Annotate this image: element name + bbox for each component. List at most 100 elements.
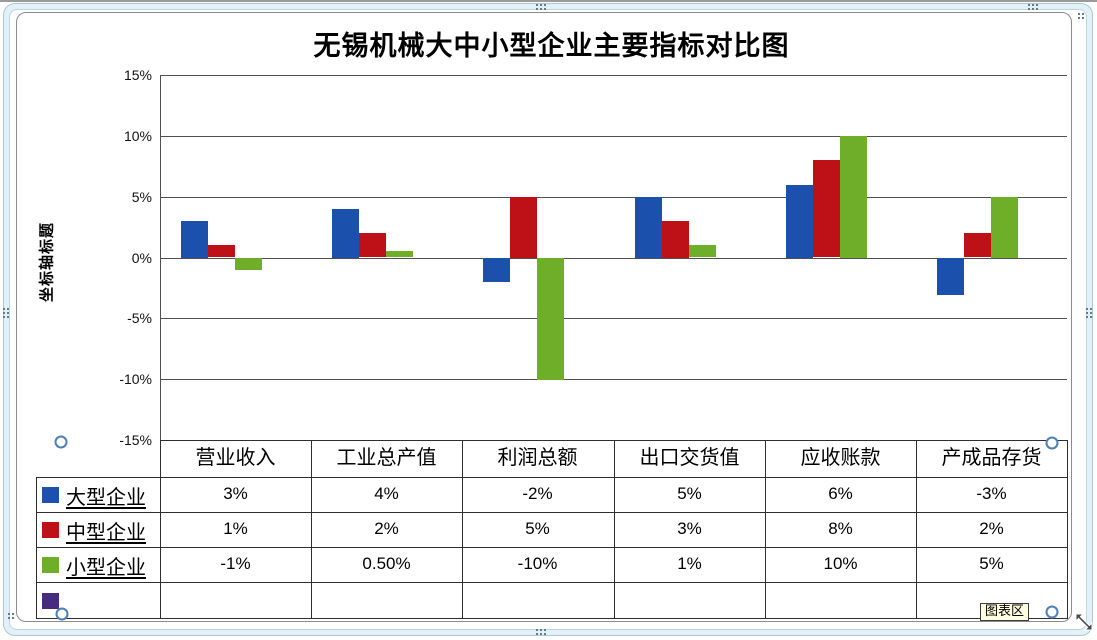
bar-中型企业-工业总产值[interactable] — [359, 233, 386, 257]
table-line — [462, 440, 463, 618]
table-line — [36, 618, 1068, 619]
legend-swatch[interactable] — [42, 522, 59, 538]
legend-swatch[interactable] — [42, 487, 59, 503]
bar-小型企业-应收账款[interactable] — [840, 136, 867, 258]
gridline — [160, 318, 1067, 319]
table-value-cell[interactable]: -10% — [517, 554, 558, 573]
resize-grip-left-middle[interactable] — [3, 308, 13, 318]
bar-中型企业-应收账款[interactable] — [813, 160, 840, 257]
selection-handle-bottom-right[interactable] — [1045, 605, 1059, 619]
table-value-cell[interactable]: 0.50% — [362, 554, 411, 573]
resize-grip-top-right[interactable] — [1028, 4, 1038, 14]
gridline — [160, 136, 1067, 137]
y-tick-label: 0% — [131, 250, 152, 266]
bar-大型企业-应收账款[interactable] — [786, 185, 813, 258]
table-value-cell[interactable]: 3% — [223, 484, 248, 503]
table-line — [36, 547, 1068, 548]
legend-label: 中型企业 — [66, 519, 146, 544]
table-header-cell[interactable]: 利润总额 — [497, 445, 578, 469]
legend-label: 大型企业 — [66, 484, 146, 509]
table-line — [36, 477, 37, 618]
legend-cell[interactable]: 小型企业 — [37, 548, 159, 582]
bar-小型企业-出口交货值[interactable] — [689, 245, 716, 257]
selection-handle-top-right[interactable] — [1045, 436, 1059, 450]
selection-handle-top-left[interactable] — [54, 435, 68, 449]
table-value-cell[interactable]: 8% — [828, 519, 853, 538]
table-line — [1067, 440, 1068, 618]
bar-大型企业-产成品存货[interactable] — [937, 258, 964, 295]
table-value-cell[interactable] — [765, 583, 916, 618]
table-value-cell[interactable] — [462, 583, 613, 618]
table-line — [160, 440, 161, 618]
table-value-cell[interactable]: 1% — [223, 519, 248, 538]
table-line — [36, 477, 1068, 478]
resize-grip-bottom-left[interactable] — [8, 613, 18, 623]
gridline — [160, 75, 1067, 76]
legend-swatch[interactable] — [42, 592, 59, 609]
bar-中型企业-营业收入[interactable] — [208, 245, 235, 257]
bar-大型企业-工业总产值[interactable] — [332, 209, 359, 258]
table-header-cell[interactable]: 营业收入 — [195, 445, 276, 469]
gridline — [160, 197, 1067, 198]
table-value-cell[interactable]: 5% — [979, 554, 1004, 573]
legend-cell[interactable]: 中型企业 — [37, 513, 159, 547]
resize-grip-bottom-middle[interactable] — [536, 629, 546, 639]
table-line — [36, 582, 1068, 583]
y-tick-label: 10% — [123, 128, 152, 144]
legend-cell[interactable]: 大型企业 — [37, 478, 159, 512]
gridline — [160, 379, 1067, 380]
table-line — [765, 440, 766, 618]
table-header-cell[interactable]: 应收账款 — [800, 445, 881, 469]
table-line — [36, 512, 1068, 513]
table-line — [311, 440, 312, 618]
bar-小型企业-工业总产值[interactable] — [386, 251, 413, 257]
y-tick-label: -15% — [119, 432, 152, 448]
gridline — [160, 258, 1067, 259]
bar-大型企业-利润总额[interactable] — [483, 258, 510, 282]
resize-grip-corner-top-right[interactable] — [1078, 13, 1088, 23]
bar-小型企业-利润总额[interactable] — [537, 258, 564, 380]
table-header-cell[interactable]: 出口交货值 — [639, 445, 740, 469]
resize-grip-right-middle[interactable] — [1086, 308, 1096, 318]
table-value-cell[interactable]: 6% — [828, 484, 853, 503]
resize-cursor-icon — [1075, 613, 1093, 631]
table-value-cell[interactable] — [160, 583, 311, 618]
bar-小型企业-营业收入[interactable] — [235, 258, 262, 270]
table-line — [614, 440, 615, 618]
table-value-cell[interactable]: 4% — [374, 484, 399, 503]
table-value-cell[interactable]: 2% — [979, 519, 1004, 538]
table-value-cell[interactable]: 5% — [525, 519, 550, 538]
bar-小型企业-产成品存货[interactable] — [991, 197, 1018, 258]
table-header-cell[interactable]: 产成品存货 — [941, 445, 1042, 469]
bar-中型企业-产成品存货[interactable] — [964, 233, 991, 257]
table-value-cell[interactable] — [614, 583, 765, 618]
bar-大型企业-营业收入[interactable] — [181, 221, 208, 258]
table-value-cell[interactable]: 1% — [677, 554, 702, 573]
table-value-cell[interactable]: 2% — [374, 519, 399, 538]
table-value-cell[interactable]: -2% — [522, 484, 553, 503]
table-value-cell[interactable]: -1% — [220, 554, 251, 573]
table-line — [916, 440, 917, 618]
screen-edge-line — [0, 0, 1097, 2]
bar-中型企业-出口交货值[interactable] — [662, 221, 689, 258]
selection-handle-bottom-left[interactable] — [55, 607, 69, 621]
bar-大型企业-出口交货值[interactable] — [635, 197, 662, 258]
legend-swatch[interactable] — [42, 557, 59, 573]
table-value-cell[interactable]: 3% — [677, 519, 702, 538]
table-value-cell[interactable]: 5% — [677, 484, 702, 503]
y-tick-label: 15% — [123, 67, 152, 83]
y-tick-label: -10% — [119, 371, 152, 387]
table-value-cell[interactable]: 10% — [823, 554, 858, 573]
chart-area-tooltip: 图表区 — [980, 603, 1030, 621]
table-header-cell[interactable]: 工业总产值 — [336, 445, 437, 469]
legend-cell[interactable] — [37, 583, 159, 618]
resize-grip-top-middle[interactable] — [536, 4, 546, 14]
y-tick-label: 5% — [131, 189, 152, 205]
table-value-cell[interactable] — [311, 583, 462, 618]
y-axis-title[interactable]: 坐标轴标题 — [37, 221, 56, 303]
y-axis-line — [160, 75, 161, 440]
table-value-cell[interactable]: -3% — [976, 484, 1007, 503]
chart-title[interactable]: 无锡机械大中小型企业主要指标对比图 — [313, 31, 790, 62]
bar-中型企业-利润总额[interactable] — [510, 197, 537, 258]
